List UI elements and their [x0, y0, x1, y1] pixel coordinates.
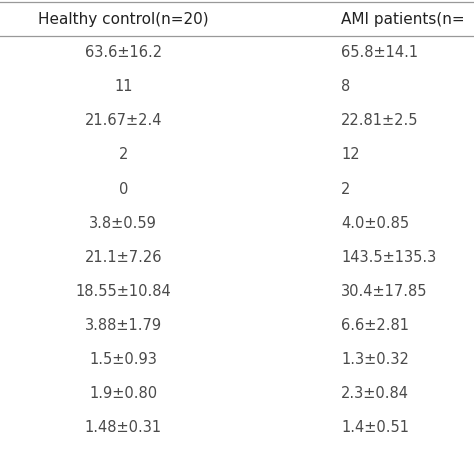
- Text: 2: 2: [118, 147, 128, 163]
- Text: 4.0±0.85: 4.0±0.85: [341, 216, 410, 231]
- Text: 8: 8: [341, 79, 351, 94]
- Text: 2: 2: [341, 182, 351, 197]
- Text: 65.8±14.1: 65.8±14.1: [341, 45, 419, 60]
- Text: Healthy control(n=20): Healthy control(n=20): [38, 12, 209, 27]
- Text: 21.1±7.26: 21.1±7.26: [84, 250, 162, 265]
- Text: 3.88±1.79: 3.88±1.79: [85, 318, 162, 333]
- Text: 0: 0: [118, 182, 128, 197]
- Text: 1.4±0.51: 1.4±0.51: [341, 420, 409, 436]
- Text: 6.6±2.81: 6.6±2.81: [341, 318, 409, 333]
- Text: 21.67±2.4: 21.67±2.4: [84, 113, 162, 128]
- Text: 1.5±0.93: 1.5±0.93: [89, 352, 157, 367]
- Text: 2.3±0.84: 2.3±0.84: [341, 386, 409, 401]
- Text: 11: 11: [114, 79, 133, 94]
- Text: 12: 12: [341, 147, 360, 163]
- Text: 1.9±0.80: 1.9±0.80: [89, 386, 157, 401]
- Text: 1.3±0.32: 1.3±0.32: [341, 352, 409, 367]
- Text: AMI patients(n=: AMI patients(n=: [341, 12, 465, 27]
- Text: 63.6±16.2: 63.6±16.2: [85, 45, 162, 60]
- Text: 3.8±0.59: 3.8±0.59: [89, 216, 157, 231]
- Text: 143.5±135.3: 143.5±135.3: [341, 250, 437, 265]
- Text: 22.81±2.5: 22.81±2.5: [341, 113, 419, 128]
- Text: 30.4±17.85: 30.4±17.85: [341, 284, 428, 299]
- Text: 1.48±0.31: 1.48±0.31: [85, 420, 162, 436]
- Text: 18.55±10.84: 18.55±10.84: [75, 284, 171, 299]
